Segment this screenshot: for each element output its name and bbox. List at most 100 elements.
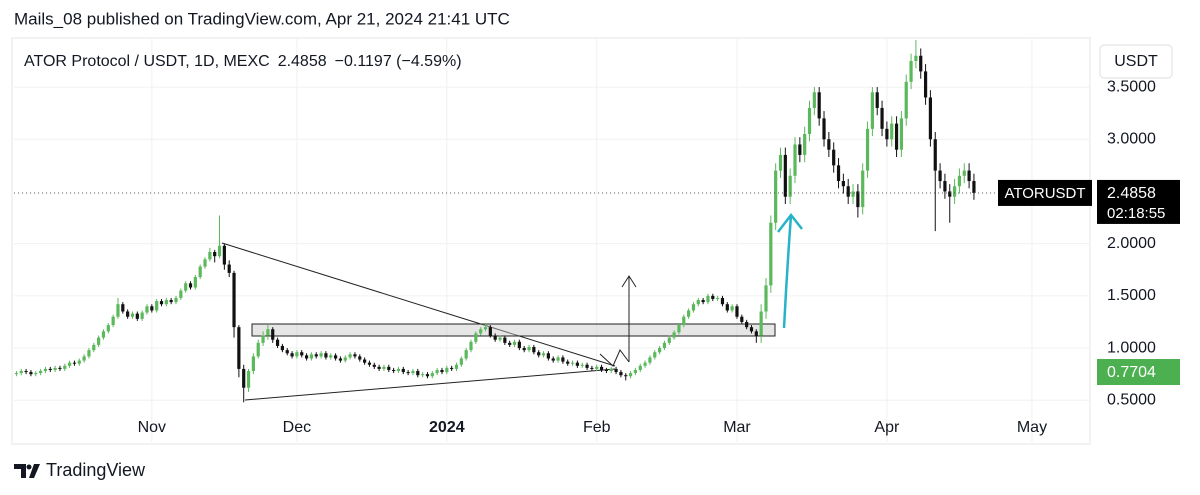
candle-body [711,295,715,299]
candle-body [208,252,212,260]
candle-body [72,362,77,364]
candle-body [87,350,91,357]
candle-body [101,331,106,338]
candle-body [295,352,299,357]
candle-body [488,327,492,336]
candle-body [203,259,207,267]
candle-body [682,316,686,326]
candle-body [725,304,729,311]
candle-body [82,356,86,361]
x-tick-label: 2024 [429,419,465,436]
candle-body [232,272,236,328]
candle-body [904,81,908,119]
candle-body [798,144,802,155]
candle-body [116,304,120,317]
candle-body [832,149,836,166]
plot-frame [11,37,1091,445]
candle-body [919,55,923,72]
candle-body [749,327,754,332]
candle-body [217,245,222,257]
candle-body [333,355,338,359]
y-tick-label: 0.5000 [1107,391,1156,408]
candle-body [275,339,280,346]
candle-body [774,170,778,223]
candle-body [261,335,265,343]
brand-name: TradingView [46,460,146,480]
zigzag [599,349,630,367]
candle-body [943,181,947,192]
candle-body [778,154,783,171]
candle-body [541,353,546,356]
candle-body [962,170,966,176]
candle-body [817,92,821,119]
candle-body [783,154,787,197]
candle-body [68,362,72,366]
candle-body [648,357,652,363]
grid [14,38,1090,442]
candle-body [58,367,62,369]
candle-body [745,321,749,328]
candle-body [53,367,57,370]
currency-button[interactable] [1099,44,1173,79]
candle-body [585,364,589,368]
candle-body [179,290,183,298]
trend-line [244,368,616,401]
candle-body [696,300,700,305]
candle-body [923,71,928,98]
candle-body [948,191,952,197]
candle-body [662,342,667,349]
candle-body [329,355,333,358]
candle-body [633,369,638,374]
candle-body [604,369,609,372]
candle-body [169,300,173,303]
candle-body [164,300,168,305]
candle-body [188,283,193,288]
candle-body [512,341,517,345]
candle-body [425,374,430,377]
price-label: 2.4858 [1107,185,1156,202]
range-box [251,323,776,337]
candle-body [822,118,826,140]
candle-body [870,92,874,129]
candle-body [19,371,23,374]
candle-body [609,368,613,372]
candle-body [875,92,879,108]
candle-body [546,353,550,359]
candle-body [14,373,19,375]
currency-label[interactable]: USDT [1114,53,1158,70]
candle-body [759,311,763,336]
candle-body [909,60,913,82]
candle-body [580,364,584,366]
candle-body [764,285,768,312]
x-tick-label: Nov [138,419,166,436]
candle-body [469,341,473,351]
candle-body [836,165,841,182]
y-tick-label: 3.5000 [1107,78,1156,95]
candle-body [406,372,410,374]
candle-body [885,128,889,140]
candle-body [706,295,710,303]
candle-body [338,358,343,361]
candle-body [972,181,976,193]
candle-body [97,337,101,345]
candle-body [628,373,633,377]
trend-line [221,242,616,367]
candle-body [38,371,43,374]
x-tick-label: Feb [583,419,611,436]
arrow-line [782,214,793,329]
candle-body [537,352,541,356]
candle-body [841,181,845,187]
candle-body [508,342,512,345]
arrow-head [777,212,803,233]
candle-body [450,367,454,369]
candle-body [575,362,579,366]
candle-body [880,107,884,129]
candle-body [933,139,937,171]
candle-body [856,191,860,208]
candle-body [474,333,478,342]
candle-body [865,128,870,171]
candle-body [532,347,536,353]
price-change: −0.1197 (−4.59%) [335,53,462,70]
candle-body [246,371,251,388]
